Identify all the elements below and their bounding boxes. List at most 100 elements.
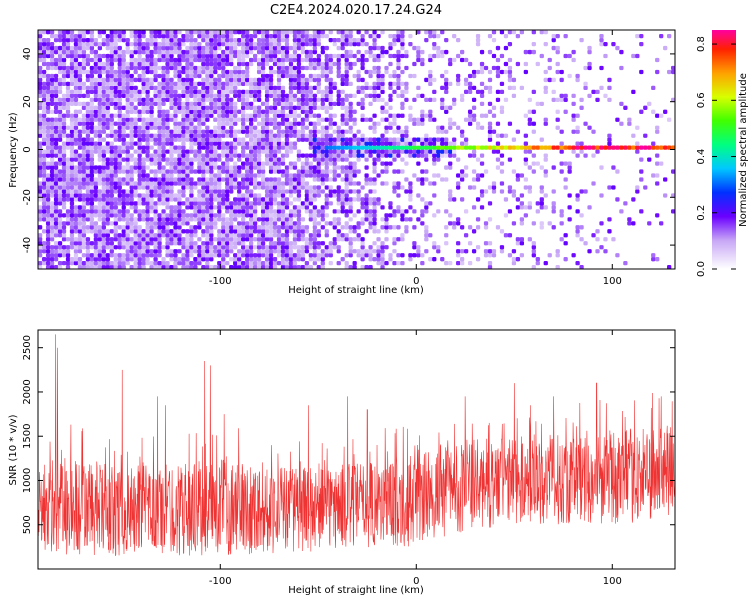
heatmap-cell — [233, 201, 238, 206]
heatmap-cell — [380, 137, 385, 142]
heatmap-cell — [45, 197, 51, 202]
heatmap-cell — [519, 193, 525, 198]
heatmap-cell — [471, 177, 477, 182]
heatmap-cell — [181, 185, 186, 190]
heatmap-cell — [249, 193, 254, 198]
heatmap-cell — [432, 245, 437, 250]
heatmap-cell — [173, 261, 178, 266]
heatmap-cell — [97, 45, 102, 51]
heatmap-cell — [65, 221, 71, 226]
heatmap-cell — [368, 137, 373, 142]
heatmap-cell — [197, 113, 202, 118]
heatmap-cell — [165, 213, 170, 218]
heatmap-cell — [45, 261, 51, 266]
heatmap-cell — [69, 93, 75, 99]
heatmap-cell — [372, 149, 377, 154]
heatmap-cell — [452, 97, 457, 102]
heatmap-cell — [185, 137, 190, 142]
heatmap-cell — [571, 113, 576, 118]
heatmap-cell — [388, 33, 393, 39]
heatmap-cell — [336, 73, 341, 79]
heatmap-cell — [45, 173, 51, 178]
heatmap-cell — [141, 129, 146, 134]
heatmap-cell — [539, 221, 544, 226]
heatmap-cell — [201, 245, 206, 250]
heatmap-cell — [320, 153, 325, 158]
heatmap-cell — [109, 177, 114, 182]
heatmap-cell — [145, 209, 150, 214]
heatmap-cell — [149, 37, 154, 43]
heatmap-cell — [121, 121, 126, 126]
heatmap-cell — [65, 69, 71, 75]
heatmap-cell — [153, 173, 158, 178]
heatmap-cell — [396, 53, 401, 59]
heatmap-cell — [256, 197, 262, 202]
heatmap-cell — [356, 233, 361, 238]
heatmap-cell — [97, 201, 102, 206]
heatmap-cell — [89, 97, 95, 102]
heatmap-cell — [225, 49, 230, 55]
heatmap-cell — [312, 189, 317, 194]
heatmap-cell — [145, 213, 150, 218]
heatmap-cell — [121, 245, 126, 250]
heatmap-cell — [225, 221, 230, 226]
heatmap-cell — [296, 229, 302, 234]
heatmap-cell — [141, 57, 146, 63]
heatmap-cell — [284, 169, 290, 174]
heatmap-cell — [264, 61, 270, 67]
heatmap-cell — [368, 181, 373, 186]
heatmap-cell — [316, 221, 321, 226]
heatmap-cell — [157, 85, 162, 91]
heatmap-cell — [237, 265, 242, 269]
heatmap-cell — [372, 53, 377, 59]
heatmap-cell — [217, 61, 222, 67]
heatmap-cell — [380, 85, 385, 91]
heatmap-cell — [452, 137, 457, 142]
heatmap-cell — [408, 145, 413, 150]
heatmap-cell — [201, 201, 206, 206]
heatmap-cell — [205, 105, 210, 110]
heatmap-cell — [225, 193, 230, 198]
heatmap-cell — [201, 161, 206, 166]
heatmap-cell — [105, 65, 110, 71]
heatmap-cell — [225, 69, 230, 75]
heatmap-cell — [352, 153, 357, 158]
heatmap-cell — [73, 37, 79, 43]
heatmap-cell — [89, 257, 95, 262]
heatmap-cell — [145, 177, 150, 182]
heatmap-cell — [292, 113, 298, 118]
heatmap-cell — [197, 237, 202, 242]
heatmap-cell — [209, 45, 214, 51]
heatmap-cell — [77, 221, 83, 226]
heatmap-cell — [101, 117, 106, 122]
heatmap-cell — [109, 41, 114, 47]
heatmap-cell — [45, 145, 51, 150]
heatmap-cell — [252, 30, 258, 35]
heatmap-cell — [460, 225, 465, 230]
heatmap-cell — [292, 97, 298, 102]
heatmap-cell — [256, 45, 262, 51]
heatmap-cell — [396, 149, 401, 154]
heatmap-cell — [412, 141, 417, 146]
heatmap-cell — [372, 89, 377, 95]
heatmap-cell — [471, 169, 477, 174]
heatmap-cell — [197, 249, 202, 254]
heatmap-cell — [101, 253, 106, 258]
heatmap-cell — [105, 197, 110, 202]
heatmap-cell — [81, 173, 87, 178]
heatmap-cell — [320, 141, 325, 146]
heatmap-cell — [336, 197, 341, 202]
heatmap-cell — [165, 149, 170, 154]
heatmap-cell — [57, 173, 63, 178]
heatmap-cell — [304, 133, 310, 138]
heatmap-cell — [495, 133, 501, 138]
heatmap-cell — [245, 249, 250, 254]
heatmap-cell — [101, 81, 106, 87]
heatmap-cell — [165, 169, 170, 174]
heatmap-cell — [41, 49, 47, 55]
heatmap-cell — [57, 265, 63, 269]
heatmap-cell — [205, 145, 210, 150]
heatmap-cell — [324, 169, 329, 174]
heatmap-cell — [264, 193, 270, 198]
heatmap-cell — [145, 165, 150, 170]
